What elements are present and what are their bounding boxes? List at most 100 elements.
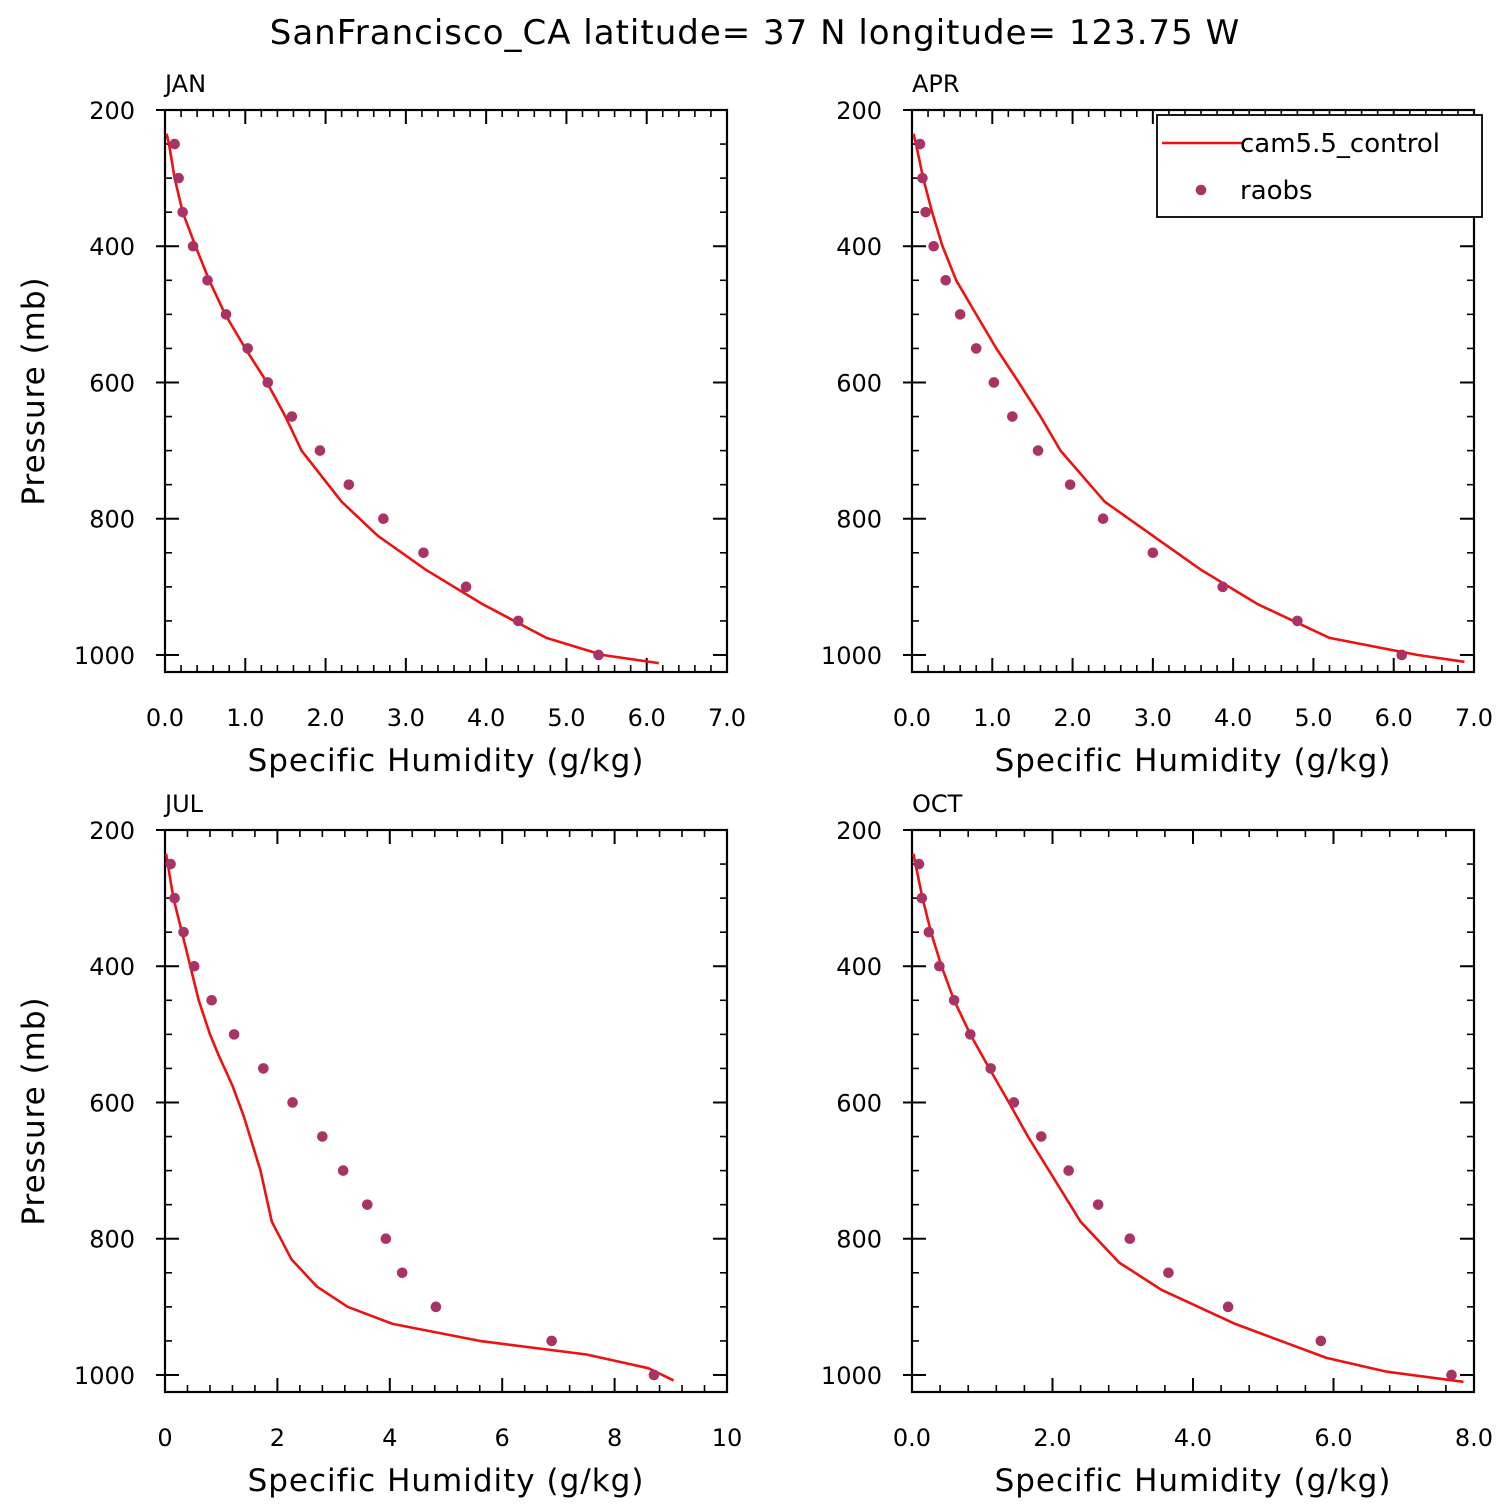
obs-point: [512, 615, 524, 627]
y-tick-label: 400: [836, 233, 882, 261]
y-axis-title: Pressure (mb): [16, 996, 52, 1225]
obs-point: [1163, 1267, 1174, 1279]
model-series-line: [164, 853, 675, 1382]
figure-title: SanFrancisco_CA latitude= 37 N longitude…: [270, 13, 1241, 53]
obs-point: [287, 1097, 298, 1108]
obs-point: [258, 1063, 269, 1074]
x-tick-label: 8.0: [1455, 1424, 1493, 1452]
x-tick-label: 1.0: [226, 704, 264, 732]
obs-point: [1064, 479, 1076, 490]
y-tick-label: 1000: [821, 1362, 882, 1390]
obs-point: [187, 240, 199, 252]
x-tick-label: 2.0: [1033, 1424, 1071, 1452]
obs-point: [923, 926, 935, 938]
obs-point: [593, 649, 604, 661]
panel-title: OCT: [912, 790, 963, 818]
panel-jan: JAN 0.0 1.0 2.0 3.0 4.0 5.0 6.0 7.0 200 400 600 800 1…: [16, 70, 746, 779]
x-tick-label: 5.0: [547, 704, 585, 732]
y-tick-label: 400: [89, 953, 135, 981]
panel-oct: OCT 0.0 2.0 4.0 6.0 8.0 200 400 600 800 1000 Specif…: [821, 790, 1493, 1499]
obs-point: [1007, 411, 1018, 422]
obs-point: [954, 309, 966, 320]
obs-point: [362, 1199, 373, 1210]
panel-title: JUL: [163, 790, 204, 818]
y-tick-label: 200: [89, 817, 135, 845]
x-tick-label: 6.0: [1375, 704, 1413, 732]
obs-point: [188, 960, 200, 972]
obs-point: [1032, 445, 1044, 456]
obs-point: [169, 138, 180, 150]
x-tick-label: 4.0: [1214, 704, 1252, 732]
obs-point: [378, 513, 389, 525]
obs-point: [1446, 1369, 1457, 1381]
x-tick-label: 3.0: [387, 704, 425, 732]
obs-point: [169, 892, 180, 904]
obs-point: [317, 1131, 328, 1142]
obs-point: [1097, 513, 1109, 525]
obs-point: [948, 995, 960, 1006]
obs-point: [177, 206, 188, 218]
y-tick-label: 1000: [821, 642, 882, 670]
obs-point: [985, 1063, 996, 1074]
obs-point: [242, 343, 253, 354]
obs-point: [178, 926, 189, 938]
y-tick-label: 600: [89, 369, 135, 397]
obs-point: [916, 892, 928, 904]
y-tick-label: 400: [89, 233, 135, 261]
obs-point: [380, 1233, 392, 1245]
obs-point: [546, 1335, 557, 1347]
plot-frame: [910, 108, 1476, 674]
legend-label-model: cam5.5_control: [1240, 129, 1440, 159]
x-axis-title: Specific Humidity (g/kg): [248, 743, 645, 779]
obs-point: [1396, 649, 1408, 661]
obs-point: [286, 411, 298, 422]
obs-point: [1092, 1199, 1104, 1210]
obs-point: [1008, 1097, 1020, 1108]
x-tick-label: 10: [712, 1424, 743, 1452]
x-axis-title: Specific Humidity (g/kg): [995, 743, 1392, 779]
x-tick-label: 6: [495, 1424, 510, 1452]
panel-jul: JUL 0 2 4 6 8 10 200 400 600 800 1000 Specific Humid…: [16, 790, 742, 1499]
obs-point: [940, 275, 952, 286]
y-axis-title: Pressure (mb): [16, 276, 52, 505]
x-tick-label: 6.0: [628, 704, 666, 732]
obs-point: [1063, 1165, 1074, 1176]
x-tick-label: 7.0: [708, 704, 746, 732]
obs-point: [914, 138, 926, 150]
x-tick-label: 4.0: [467, 704, 505, 732]
obs-point: [1222, 1301, 1234, 1313]
plot-frame: [163, 108, 729, 674]
panels-group: JAN 0.0 1.0 2.0 3.0 4.0 5.0 6.0 7.0 200 400 600 800 1…: [16, 70, 1493, 1499]
legend-box: [1156, 114, 1483, 218]
x-axis-title: Specific Humidity (g/kg): [248, 1463, 645, 1499]
obs-point: [648, 1369, 660, 1381]
obs-point: [917, 172, 928, 184]
y-tick-label: 400: [836, 953, 882, 981]
y-tick-label: 600: [89, 1089, 135, 1117]
x-tick-label: 2.0: [306, 704, 344, 732]
obs-point: [920, 206, 931, 218]
model-series-line: [912, 853, 1464, 1384]
panel-title: JAN: [163, 70, 206, 98]
x-tick-label: 0.0: [893, 704, 931, 732]
obs-point: [343, 479, 355, 490]
obs-point: [460, 581, 472, 593]
obs-point: [928, 240, 939, 252]
obs-point: [337, 1165, 349, 1176]
x-tick-label: 8: [607, 1424, 622, 1452]
x-tick-label: 0.0: [146, 704, 184, 732]
y-tick-label: 600: [836, 1089, 882, 1117]
x-tick-label: 1.0: [973, 704, 1011, 732]
model-series-line: [165, 133, 659, 665]
obs-point: [965, 1029, 976, 1040]
obs-point: [173, 172, 184, 184]
obs-point: [396, 1267, 408, 1279]
y-tick-label: 800: [89, 506, 135, 534]
plot-frame: [163, 828, 729, 1394]
y-tick-label: 1000: [74, 642, 135, 670]
obs-point: [418, 547, 429, 559]
panel-title: APR: [912, 70, 960, 98]
y-tick-label: 1000: [74, 1362, 135, 1390]
